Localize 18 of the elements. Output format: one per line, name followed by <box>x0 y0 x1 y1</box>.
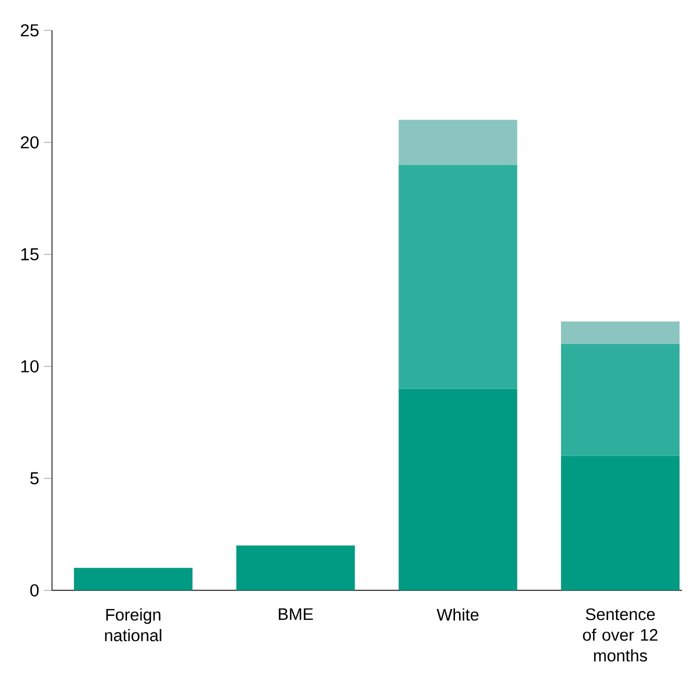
bar <box>398 164 518 389</box>
bar <box>398 120 518 165</box>
bar <box>236 546 355 590</box>
bar <box>561 456 680 590</box>
y-tick-label: 25 <box>20 24 39 36</box>
y-tick-label: 20 <box>20 136 39 148</box>
bar <box>398 388 518 590</box>
x-tick-label: BME <box>278 608 313 620</box>
y-tick-label: 15 <box>21 248 39 260</box>
x-tick-label: White <box>436 608 478 621</box>
bar <box>561 344 680 456</box>
bar <box>561 322 680 344</box>
y-tick-label: 0 <box>30 584 39 596</box>
x-tick-label: Foreign national <box>105 608 162 642</box>
y-tick-label: 10 <box>21 360 39 372</box>
x-tick-label: Sentence of over 12 months <box>583 608 658 662</box>
y-tick-label: 5 <box>30 472 39 484</box>
bar <box>74 568 192 590</box>
